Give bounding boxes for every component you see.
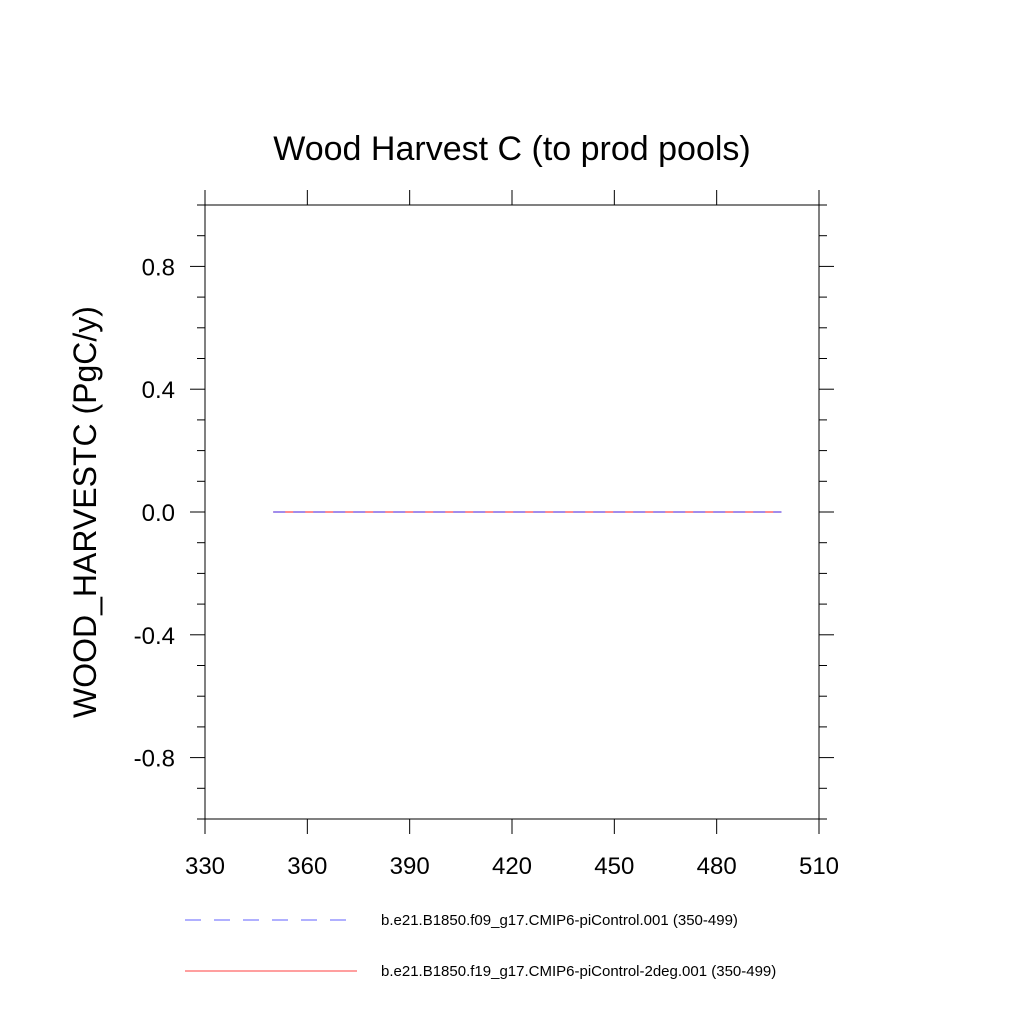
x-tick-label: 450	[594, 853, 634, 880]
axis-tick-labels: 330 360 390 420 450 480 510 -0.8 -0.4 0.0 0.4 0.8	[134, 254, 839, 880]
y-axis-label: WOOD_HARVESTC (PgC/y)	[67, 306, 103, 718]
y-tick-label: 0.8	[142, 254, 175, 281]
y-tick-label: 0.4	[142, 377, 175, 404]
legend: b.e21.B1850.f09_g17.CMIP6-piControl.001 …	[185, 912, 776, 980]
chart-title: Wood Harvest C (to prod pools)	[273, 130, 750, 168]
x-tick-label: 510	[799, 853, 839, 880]
y-tick-label: -0.8	[134, 746, 175, 773]
x-tick-label: 480	[697, 853, 737, 880]
y-tick-label: -0.4	[134, 623, 175, 650]
y-tick-label: 0.0	[142, 500, 175, 527]
x-tick-label: 390	[390, 853, 430, 880]
axis-ticks	[190, 190, 834, 834]
legend-label-1: b.e21.B1850.f09_g17.CMIP6-piControl.001 …	[381, 912, 738, 929]
x-tick-label: 420	[492, 853, 532, 880]
x-tick-label: 360	[287, 853, 327, 880]
x-tick-label: 330	[185, 853, 225, 880]
legend-label-2: b.e21.B1850.f19_g17.CMIP6-piControl-2deg…	[381, 963, 776, 980]
